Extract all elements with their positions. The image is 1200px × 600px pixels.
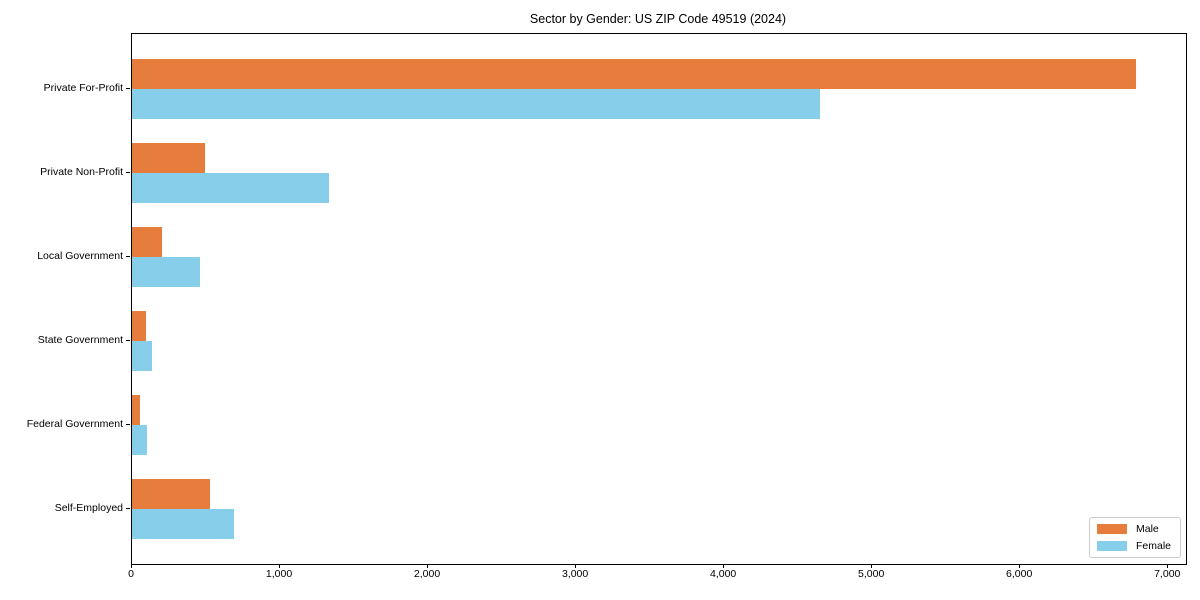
bar-male-private-for-profit [132,59,1136,89]
legend-label-male: Male [1135,523,1159,535]
x-tick-label: 4,000 [709,568,737,580]
bar-male-private-non-profit [132,143,205,173]
plot-area: Male Female [131,33,1187,565]
x-tick [1167,564,1169,568]
legend-swatch-male [1096,524,1127,534]
legend-entry-female: Female [1096,540,1171,552]
x-tick-label: 0 [128,568,134,580]
legend-swatch-female [1096,541,1127,551]
x-tick [723,564,725,568]
bar-male-self-employed [132,479,210,509]
x-tick-label: 6,000 [1006,568,1033,580]
bar-female-federal-government [132,425,147,455]
x-tick [279,564,281,568]
x-tick-label: 1,000 [265,568,293,580]
x-tick-label: 2,000 [413,568,441,580]
y-axis-label-private-for-profit: Private For-Profit [43,82,123,94]
legend-entry-male: Male [1096,523,1171,535]
y-axis-label-state-government: State Government [37,334,123,346]
x-tick-label: 7,000 [1154,568,1181,580]
x-tick [871,564,873,568]
x-tick [575,564,577,568]
bar-female-private-non-profit [132,173,329,203]
bar-female-self-employed [132,509,235,539]
legend: Male Female [1088,517,1181,558]
bar-female-state-government [132,341,152,371]
y-tick [126,88,130,89]
y-axis-label-private-non-profit: Private Non-Profit [40,166,123,178]
y-tick [126,256,130,257]
bar-male-local-government [132,227,162,257]
bar-male-federal-government [132,395,141,425]
bar-male-state-government [132,311,147,341]
x-tick [1019,564,1021,568]
chart-title: Sector by Gender: US ZIP Code 49519 (202… [529,12,787,26]
x-tick-label: 3,000 [561,568,589,580]
y-tick [126,508,130,509]
y-axis-label-self-employed: Self-Employed [54,502,123,514]
x-tick [427,564,429,568]
x-tick [131,564,132,568]
legend-label-female: Female [1135,540,1171,552]
y-tick [126,172,130,173]
y-axis-label-federal-government: Federal Government [26,418,123,430]
y-tick [126,424,130,425]
y-tick [126,340,130,341]
bar-female-local-government [132,257,201,287]
bar-female-private-for-profit [132,89,821,119]
y-axis-label-local-government: Local Government [37,250,123,262]
x-tick-label: 5,000 [858,568,885,580]
